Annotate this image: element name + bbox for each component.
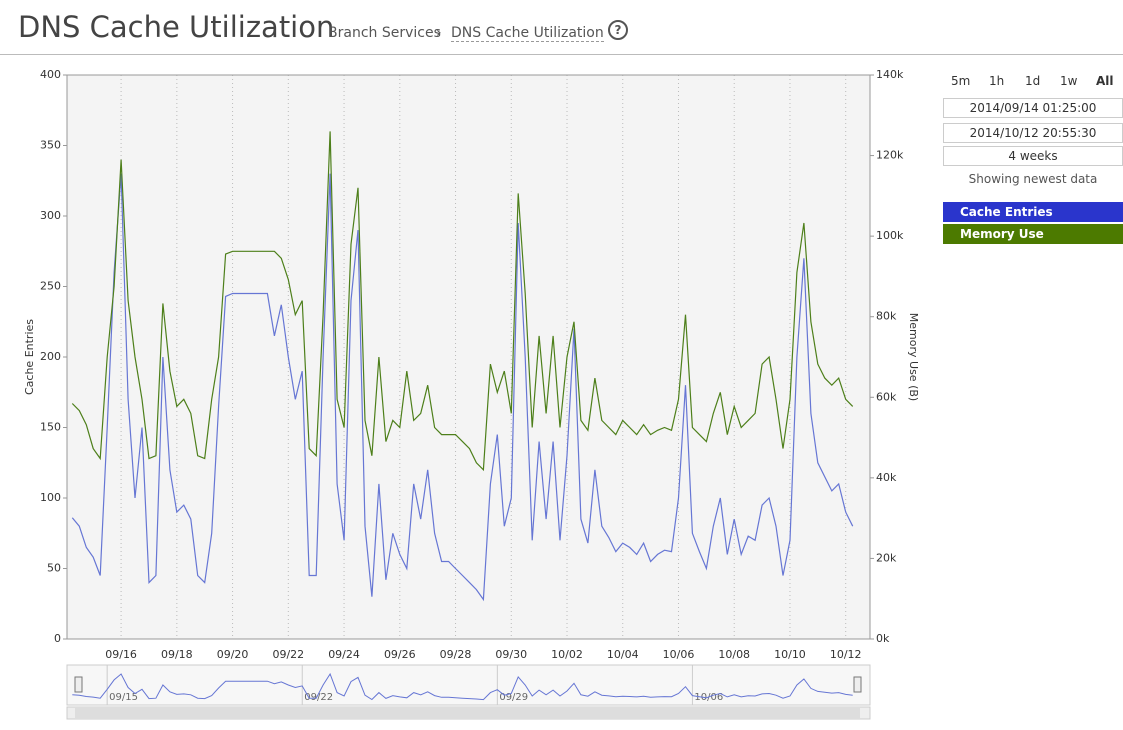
range-button[interactable]: 1h xyxy=(989,74,1005,88)
y2-tick-label: 40k xyxy=(876,471,897,484)
y-tick-label: 350 xyxy=(40,139,61,152)
range-button[interactable]: 5m xyxy=(951,74,971,88)
help-icon[interactable]: ? xyxy=(608,20,628,40)
y-tick-label: 400 xyxy=(40,68,61,81)
y2-tick-label: 120k xyxy=(876,149,904,162)
navigator-label: 10/06 xyxy=(694,692,723,703)
y-tick-label: 0 xyxy=(54,632,61,645)
y2-axis-title: Memory Use (B) xyxy=(907,313,920,401)
legend-entry[interactable]: Memory Use xyxy=(943,224,1123,244)
x-tick-label: 09/24 xyxy=(328,648,360,661)
y2-tick-label: 140k xyxy=(876,68,904,81)
x-tick-label: 10/08 xyxy=(718,648,750,661)
page-title: DNS Cache Utilization xyxy=(18,10,335,44)
chart: Cache Entries Memory Use (B) 09/16 09/18 0… xyxy=(23,68,920,720)
x-tick-label: 10/04 xyxy=(607,648,639,661)
y2-tick-label: 0k xyxy=(876,632,890,645)
y-tick-label: 250 xyxy=(40,280,61,293)
y2-tick-label: 20k xyxy=(876,551,897,564)
header: DNS Cache Utilization Branch Services › … xyxy=(0,0,1123,55)
y-tick-label: 200 xyxy=(40,350,61,363)
series-line xyxy=(71,131,854,472)
x-tick-label: 09/20 xyxy=(217,648,249,661)
navigator-label: 09/15 xyxy=(109,692,138,703)
y-axis-title: Cache Entries xyxy=(23,319,36,395)
x-tick-label: 09/18 xyxy=(161,648,193,661)
navigator-handle[interactable] xyxy=(74,676,83,693)
breadcrumb-separator: › xyxy=(436,25,442,41)
x-tick-label: 09/30 xyxy=(495,648,527,661)
range-button[interactable]: 1w xyxy=(1060,74,1078,88)
start-field[interactable]: 2014/09/14 01:25:00 xyxy=(943,98,1123,118)
y-tick-label: 50 xyxy=(47,562,61,575)
x-tick-label: 09/28 xyxy=(440,648,472,661)
navigator-line xyxy=(72,672,853,701)
range-button[interactable]: 1d xyxy=(1025,74,1041,88)
y2-tick-label: 60k xyxy=(876,390,897,403)
breadcrumb-link[interactable]: Branch Services xyxy=(328,25,441,41)
y-tick-label: 150 xyxy=(40,421,61,434)
y2-tick-label: 100k xyxy=(876,229,904,242)
plot-frame xyxy=(66,74,871,640)
y-tick-label: 300 xyxy=(40,209,61,222)
navigator-label: 09/22 xyxy=(304,692,333,703)
navigator-label: 09/29 xyxy=(499,692,528,703)
status-text: Showing newest data xyxy=(968,172,1098,186)
range-button[interactable]: All xyxy=(1096,74,1114,88)
breadcrumb-current[interactable]: DNS Cache Utilization xyxy=(451,25,604,42)
duration-field[interactable]: 4 weeks xyxy=(943,146,1123,166)
series-line xyxy=(71,173,854,602)
x-tick-label: 10/10 xyxy=(774,648,806,661)
navigator-handle[interactable] xyxy=(853,676,862,693)
x-tick-label: 10/06 xyxy=(663,648,695,661)
y-tick-label: 100 xyxy=(40,491,61,504)
legend-entry[interactable]: Cache Entries xyxy=(943,202,1123,222)
y2-tick-label: 80k xyxy=(876,310,897,323)
plot-background xyxy=(67,75,870,639)
x-tick-label: 10/12 xyxy=(830,648,862,661)
scrollbar-thumb[interactable] xyxy=(75,708,860,718)
x-tick-label: 09/16 xyxy=(105,648,137,661)
x-tick-label: 09/22 xyxy=(272,648,304,661)
x-tick-label: 10/02 xyxy=(551,648,583,661)
end-field[interactable]: 2014/10/12 20:55:30 xyxy=(943,123,1123,143)
x-tick-label: 09/26 xyxy=(384,648,416,661)
